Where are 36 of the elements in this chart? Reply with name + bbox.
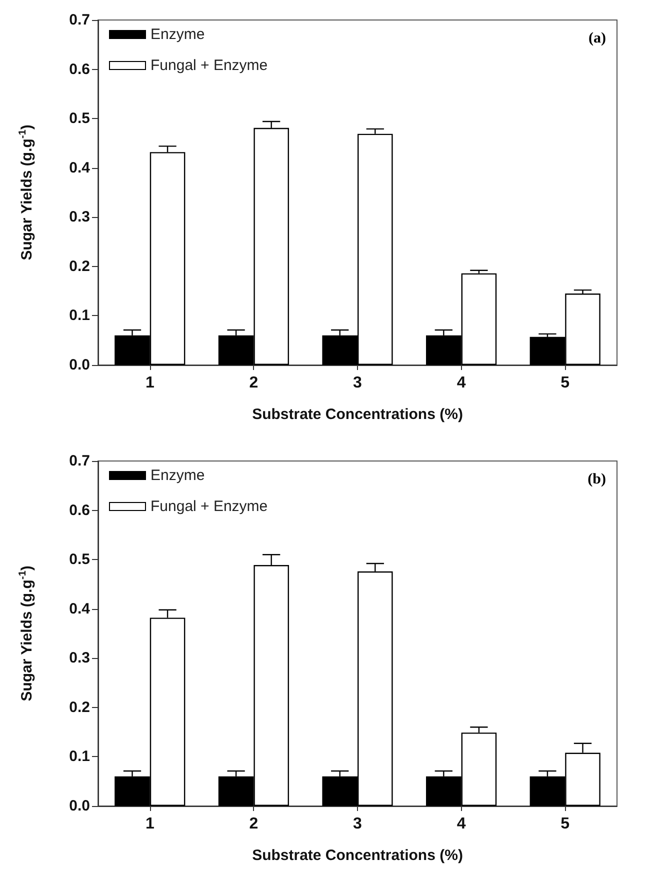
y-tick-label: 0.1	[69, 307, 90, 324]
legend-label: Fungal + Enzyme	[150, 498, 268, 515]
y-tick-label: 0.7	[69, 452, 90, 470]
x-tick-label: 4	[456, 816, 466, 832]
legend-label: Enzyme	[150, 467, 205, 484]
y-tick-label: 0.4	[69, 159, 91, 176]
y-axis-title: Sugar Yields (g.g-1)	[18, 124, 36, 260]
x-axis-title: Substrate Concentrations (%)	[252, 847, 463, 864]
x-tick-label: 2	[249, 374, 258, 392]
legend-label: Enzyme	[150, 26, 205, 43]
x-tick-label: 3	[353, 374, 362, 392]
text: (b)	[588, 472, 606, 488]
x-tick-label: 3	[353, 816, 362, 832]
y-tick-label: 0.0	[69, 356, 90, 374]
y-tick-label: 0.5	[69, 110, 90, 128]
y-tick-label: 0.4	[69, 600, 91, 618]
y-tick-label: 0.5	[69, 551, 90, 568]
y-tick-label: 0.0	[69, 798, 90, 814]
y-tick-label: 0.6	[69, 60, 90, 78]
x-tick-label: 4	[456, 374, 466, 392]
y-tick-label: 0.3	[69, 208, 90, 226]
x-tick-label: 5	[560, 374, 570, 392]
y-tick-label: 0.2	[69, 258, 90, 275]
y-axis-title: Sugar Yields (g.g-1)	[18, 566, 36, 702]
y-tick-label: 0.6	[69, 502, 90, 519]
y-tick-label: 0.3	[69, 650, 90, 667]
y-tick-label: 0.7	[69, 12, 90, 28]
x-tick-label: 5	[560, 816, 570, 832]
text: (a)	[588, 30, 606, 46]
x-tick-label: 2	[249, 816, 258, 832]
x-tick-label: 1	[145, 374, 154, 392]
legend-label: Fungal + Enzyme	[150, 57, 268, 74]
x-axis-title: Substrate Concentrations (%)	[252, 406, 463, 423]
y-tick-label: 0.2	[69, 698, 90, 716]
y-tick-label: 0.1	[69, 748, 90, 766]
x-tick-label: 1	[145, 816, 154, 832]
